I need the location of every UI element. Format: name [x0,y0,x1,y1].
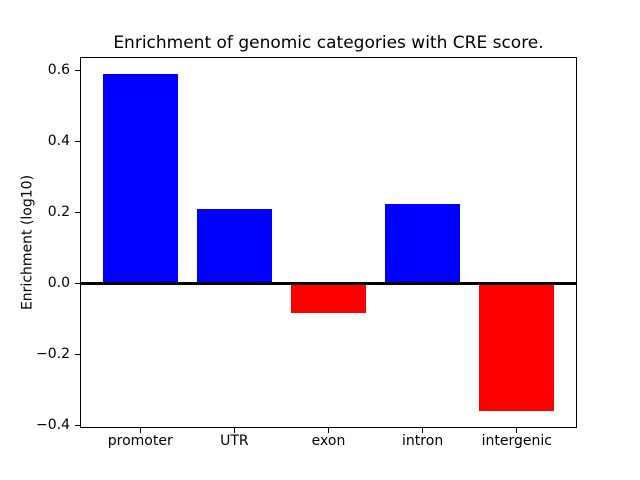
y-tick-mark [75,282,80,284]
x-tick-label: UTR [220,433,249,449]
chart-title: Enrichment of genomic categories with CR… [113,33,544,53]
y-tick-label: 0.6 [47,62,70,79]
x-tick-label: intron [402,433,444,449]
x-tick-label: intergenic [481,433,552,449]
x-tick-mark [233,428,235,433]
y-tick-label: 0.2 [47,204,70,221]
y-tick-mark [75,353,80,355]
x-tick-label: exon [311,433,346,449]
bar-UTR [196,208,273,284]
x-tick-mark [422,428,424,433]
y-tick-label: −0.2 [36,346,70,363]
bar-intron [384,203,461,284]
x-tick-mark [139,428,141,433]
bar-intergenic [479,283,555,412]
x-tick-label: promoter [107,433,173,449]
bar-promoter [102,73,178,284]
y-axis-label: Enrichment (log10) [19,174,36,311]
x-tick-mark [516,428,518,433]
bar-exon [290,283,367,313]
y-tick-label: 0.0 [47,275,70,292]
y-tick-mark [75,140,80,142]
zero-line [80,281,577,285]
y-tick-label: −0.4 [36,417,70,434]
y-tick-mark [75,424,80,426]
y-tick-mark [75,211,80,213]
y-tick-label: 0.4 [47,133,70,150]
y-tick-mark [75,69,80,71]
x-tick-mark [328,428,329,433]
